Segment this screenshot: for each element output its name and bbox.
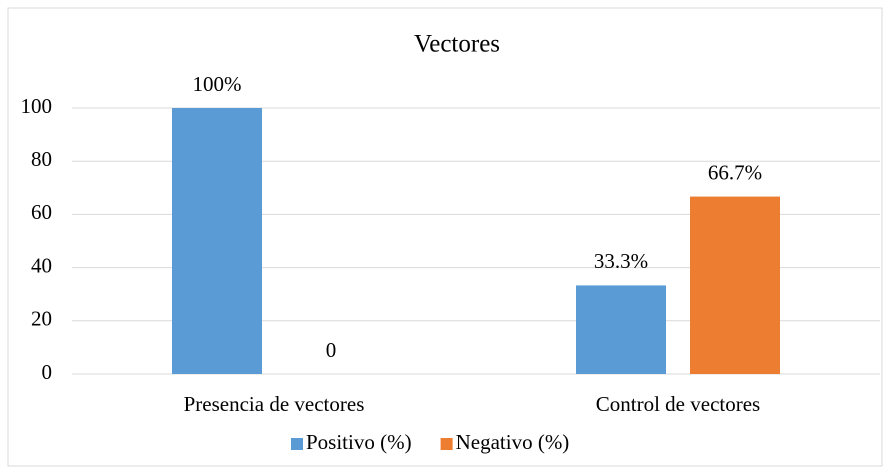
data-label: 33.3% — [594, 249, 648, 273]
y-tick-label: 0 — [42, 360, 53, 384]
data-label: 0 — [326, 338, 337, 362]
y-tick-label: 20 — [31, 307, 52, 331]
data-label: 100% — [193, 72, 242, 96]
y-tick-label: 60 — [31, 200, 52, 224]
x-tick-label: Control de vectores — [596, 392, 760, 416]
y-tick-label: 100 — [21, 94, 53, 118]
x-tick-label: Presencia de vectores — [184, 392, 365, 416]
bar — [690, 196, 780, 374]
chart-title: Vectores — [414, 31, 500, 58]
legend-label: Negativo (%) — [456, 430, 570, 454]
bar — [576, 285, 666, 374]
bar — [172, 108, 262, 374]
data-label: 66.7% — [708, 160, 762, 184]
y-tick-label: 40 — [31, 253, 52, 277]
legend-swatch — [440, 438, 453, 450]
y-tick-label: 80 — [31, 147, 52, 171]
legend-label: Positivo (%) — [306, 430, 412, 454]
legend-swatch — [291, 438, 303, 450]
